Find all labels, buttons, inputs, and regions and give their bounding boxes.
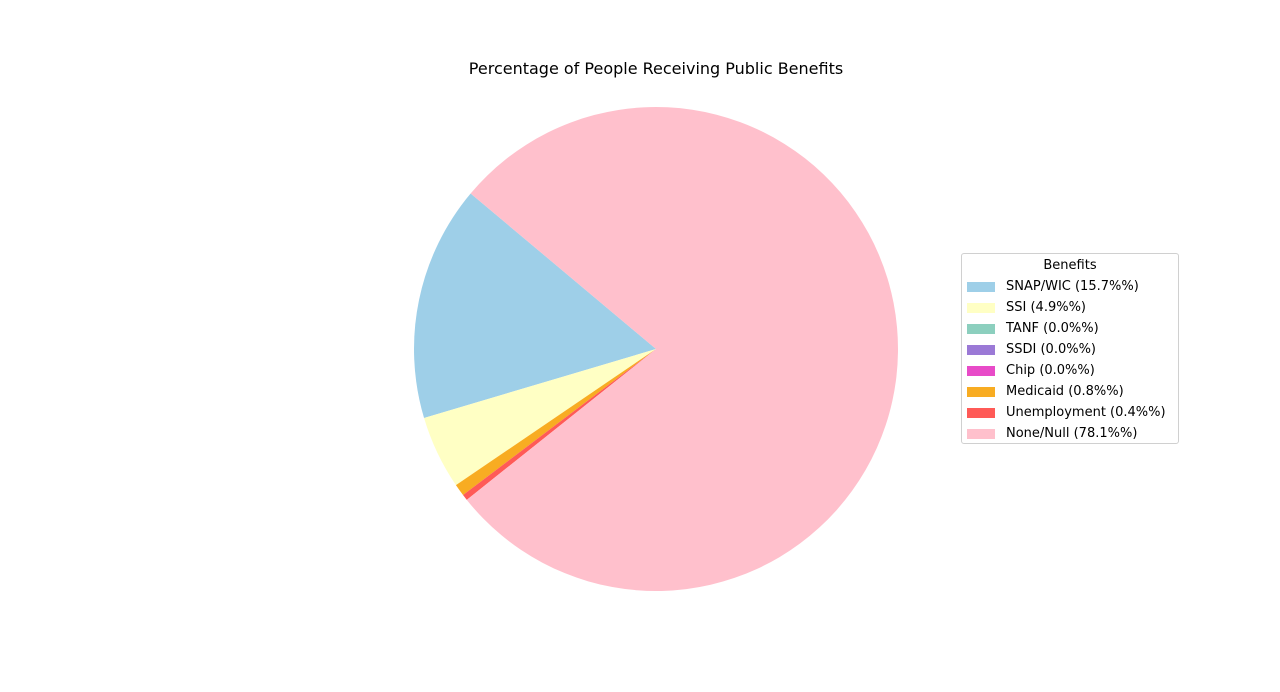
legend-item-unemployment: Unemployment (0.4%%) [967, 402, 1166, 423]
pie-slice-snap-wic [414, 193, 656, 419]
legend-label-unemployment: Unemployment (0.4%%) [1006, 404, 1166, 420]
legend-title: Benefits [1043, 258, 1097, 273]
legend-swatch-medicaid [967, 386, 995, 397]
pie-slice-none-null [466, 107, 899, 592]
legend-item-snap-wic: SNAP/WIC (15.7%%) [967, 276, 1139, 297]
legend-label-medicaid: Medicaid (0.8%%) [1006, 383, 1124, 399]
legend-swatch-chip [967, 365, 995, 376]
legend-swatch-none-null [967, 428, 995, 439]
legend-swatch-unemployment [967, 407, 995, 418]
chart-title: Percentage of People Receiving Public Be… [468, 59, 844, 78]
pie-slice-unemployment [463, 349, 656, 500]
legend-label-chip: Chip (0.0%%) [1006, 362, 1095, 378]
pie-slice-medicaid [455, 349, 656, 496]
pie-slice-ssi [424, 349, 656, 486]
legend-label-none-null: None/Null (78.1%%) [1006, 425, 1138, 441]
legend-swatch-tanf [967, 323, 995, 334]
legend-label-ssi: SSI (4.9%%) [1006, 299, 1086, 315]
legend-swatch-snap-wic [967, 281, 995, 292]
legend-item-ssi: SSI (4.9%%) [967, 297, 1086, 318]
legend: Benefits SNAP/WIC (15.7%%) SSI (4.9%%) TAN… [961, 253, 1179, 444]
legend-swatch-ssdi [967, 344, 995, 355]
legend-label-ssdi: SSDI (0.0%%) [1006, 341, 1097, 357]
legend-swatch-ssi [967, 302, 995, 313]
legend-item-tanf: TANF (0.0%%) [967, 318, 1099, 339]
legend-item-chip: Chip (0.0%%) [967, 360, 1095, 381]
legend-item-none-null: None/Null (78.1%%) [967, 423, 1137, 444]
legend-label-snap-wic: SNAP/WIC (15.7%%) [1006, 278, 1139, 294]
legend-item-ssdi: SSDI (0.0%%) [967, 339, 1096, 360]
legend-item-medicaid: Medicaid (0.8%%) [967, 381, 1124, 402]
legend-label-tanf: TANF (0.0%%) [1006, 320, 1099, 336]
